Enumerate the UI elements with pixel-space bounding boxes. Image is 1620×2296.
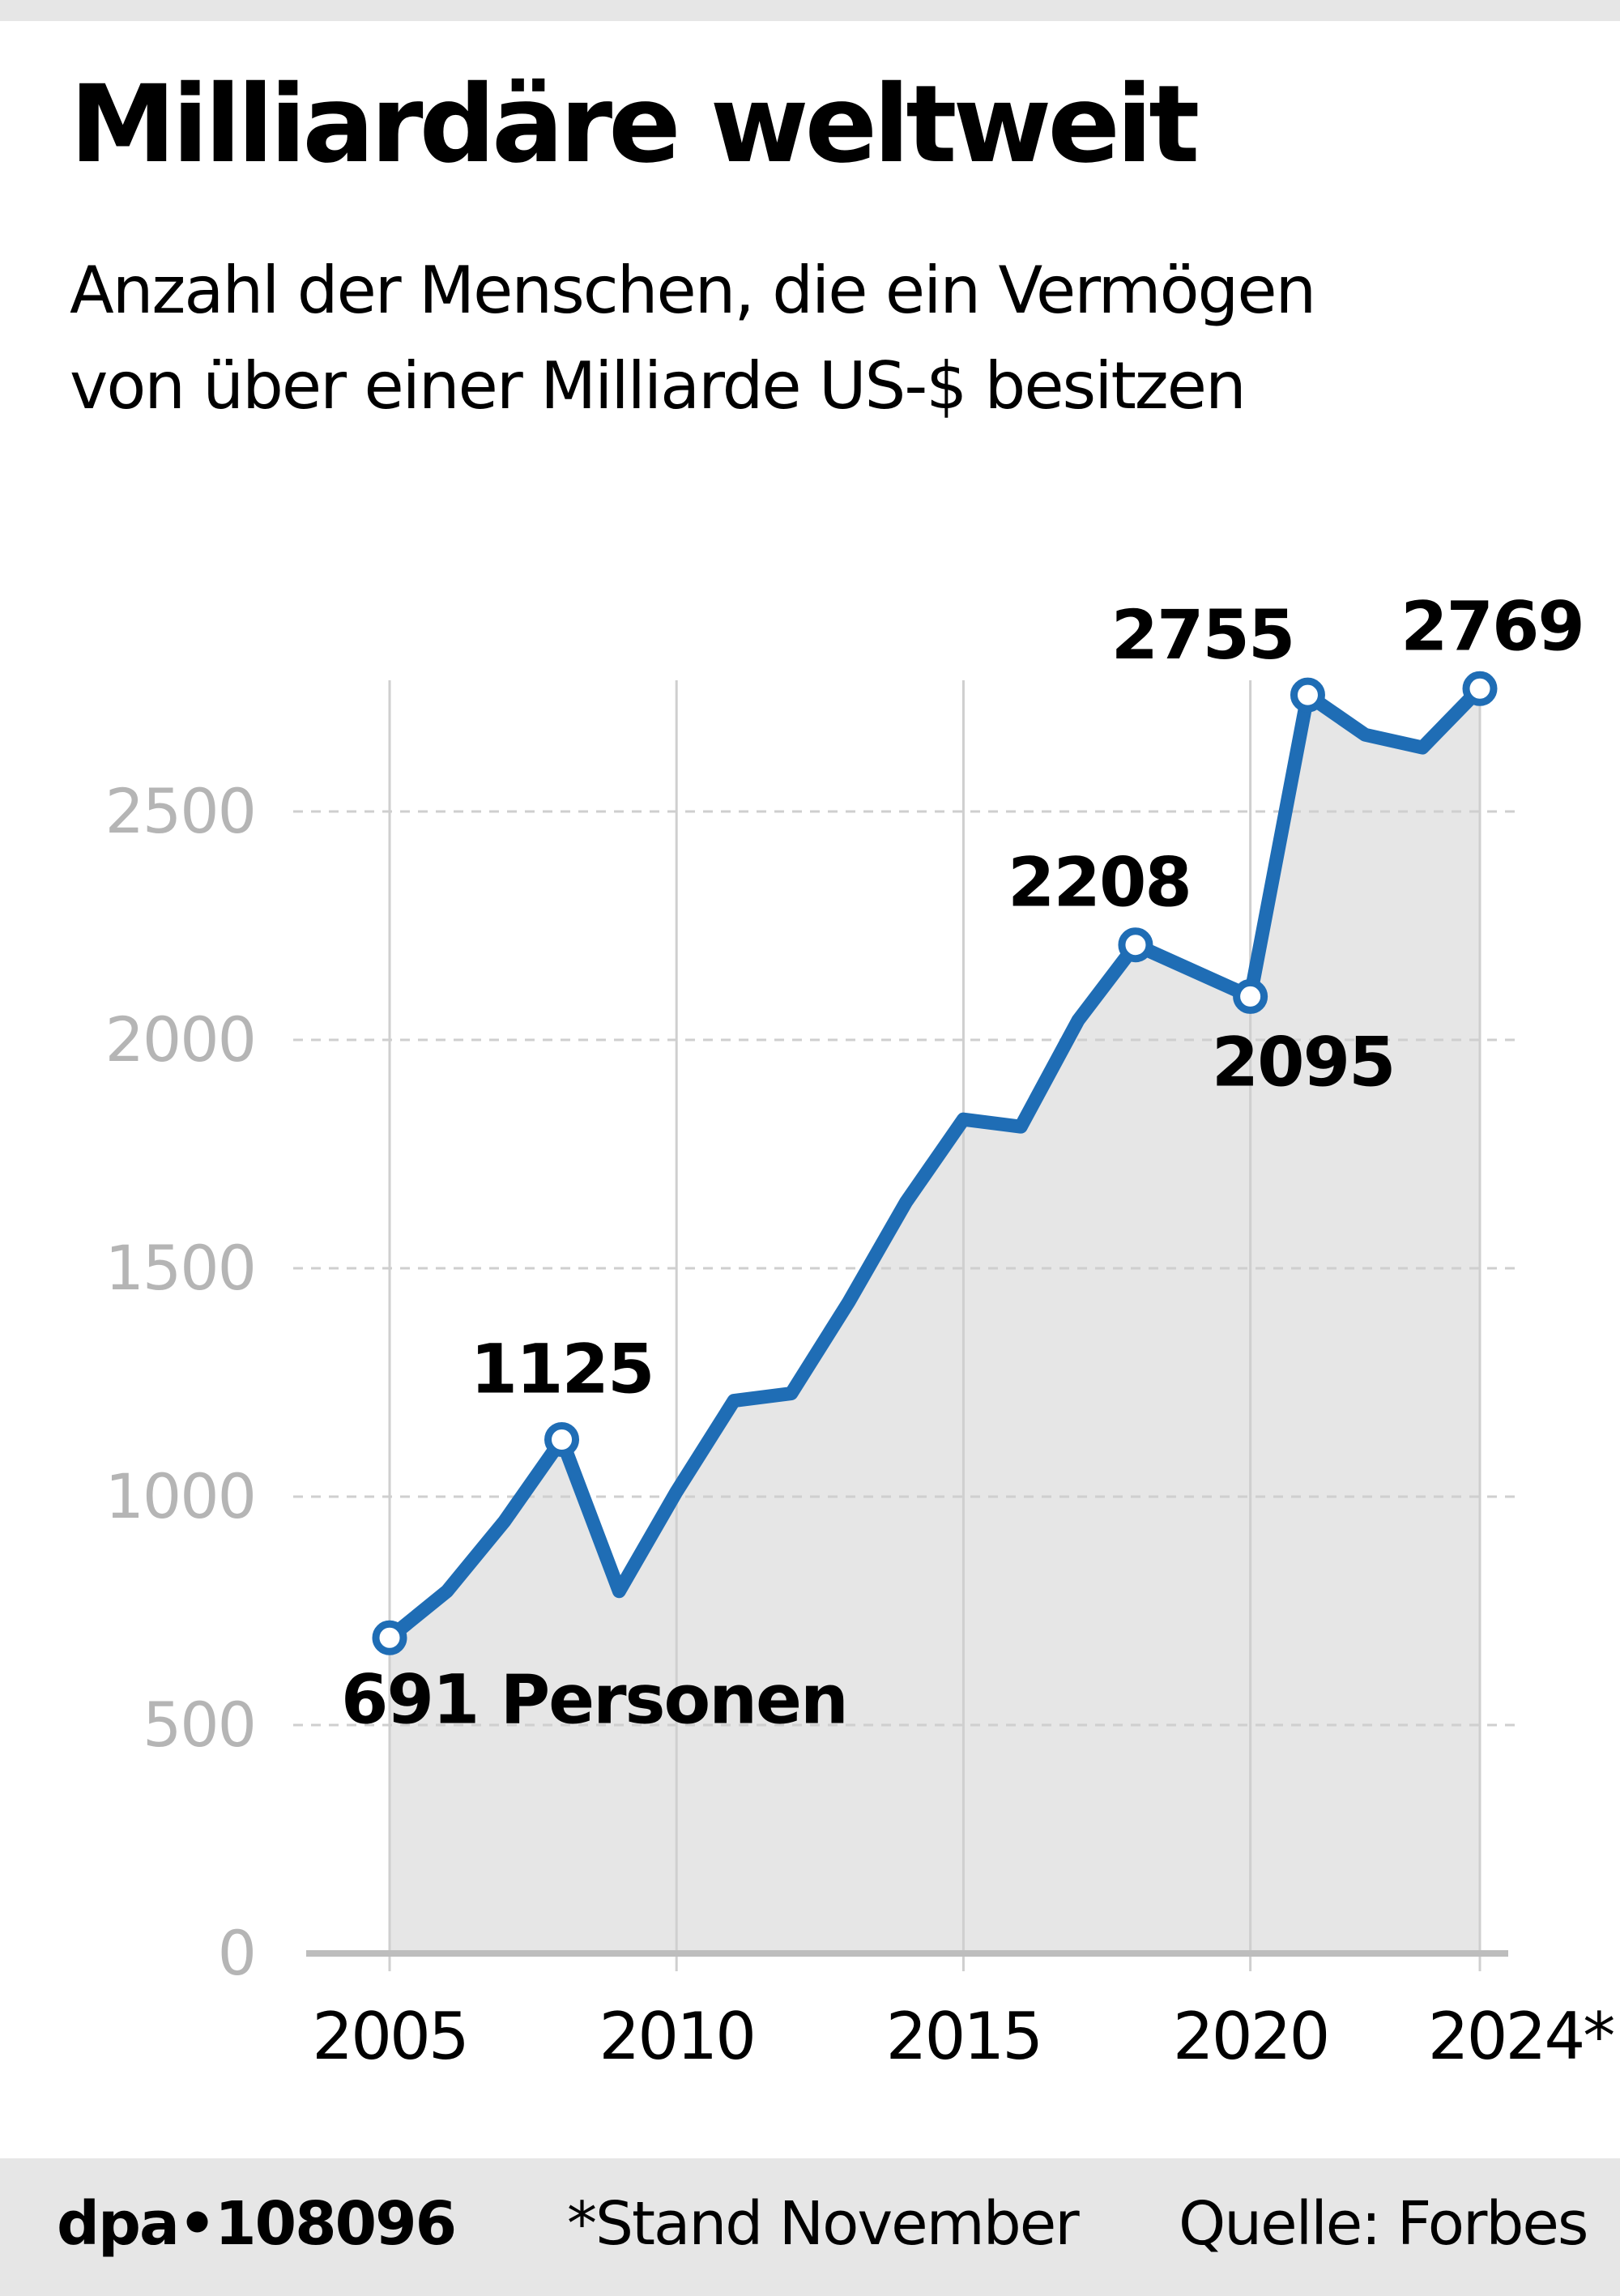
chart-title: Milliardäre weltweit [70, 62, 1200, 187]
x-tick-label-2024: 2024* [1428, 1999, 1614, 2074]
y-tick-label-1000: 1000 [105, 1460, 255, 1532]
x-tick-label-2015: 2015 [886, 1999, 1042, 2074]
y-tick-label-500: 500 [143, 1689, 255, 1761]
y-tick-label-1500: 1500 [105, 1232, 255, 1304]
data-point-marker-2024 [1462, 671, 1498, 706]
agency-id: dpa•108096 [57, 2189, 457, 2259]
data-point-marker-2008 [544, 1422, 580, 1457]
data-label-2005: 691 Personen [341, 1659, 847, 1739]
data-label-2024: 2769 [1400, 586, 1584, 666]
data-point-marker-2005 [372, 1620, 407, 1655]
source-credit: Quelle: Forbes [1179, 2189, 1588, 2259]
y-tick-label-0: 0 [218, 1917, 255, 1989]
data-point-marker-2018 [1118, 927, 1153, 963]
subtitle-line-2: von über einer Milliarde US-$ besitzen [70, 348, 1247, 424]
x-tick-label-2020: 2020 [1173, 1999, 1328, 2074]
data-point-marker-2021 [1290, 677, 1325, 713]
data-label-2020: 2095 [1212, 1022, 1395, 1101]
footnote: *Stand November [567, 2189, 1080, 2259]
x-tick-label-2005: 2005 [312, 1999, 467, 2074]
data-label-2021: 2755 [1111, 595, 1294, 675]
subtitle-line-1: Anzahl der Menschen, die ein Vermögen [70, 253, 1316, 328]
footer-bar: dpa•108096 *Stand November Quelle: Forbe… [0, 2158, 1620, 2296]
area-fill [390, 688, 1480, 1954]
y-tick-label-2000: 2000 [105, 1003, 255, 1076]
chart-subtitle: Anzahl der Menschen, die ein Vermögen vo… [70, 243, 1609, 434]
top-border [0, 0, 1620, 21]
y-tick-label-2500: 2500 [105, 775, 255, 847]
data-label-2008: 1125 [471, 1330, 654, 1409]
x-tick-label-2010: 2010 [599, 1999, 754, 2074]
data-label-2018: 2208 [1008, 843, 1191, 922]
data-point-marker-2020 [1233, 978, 1268, 1014]
